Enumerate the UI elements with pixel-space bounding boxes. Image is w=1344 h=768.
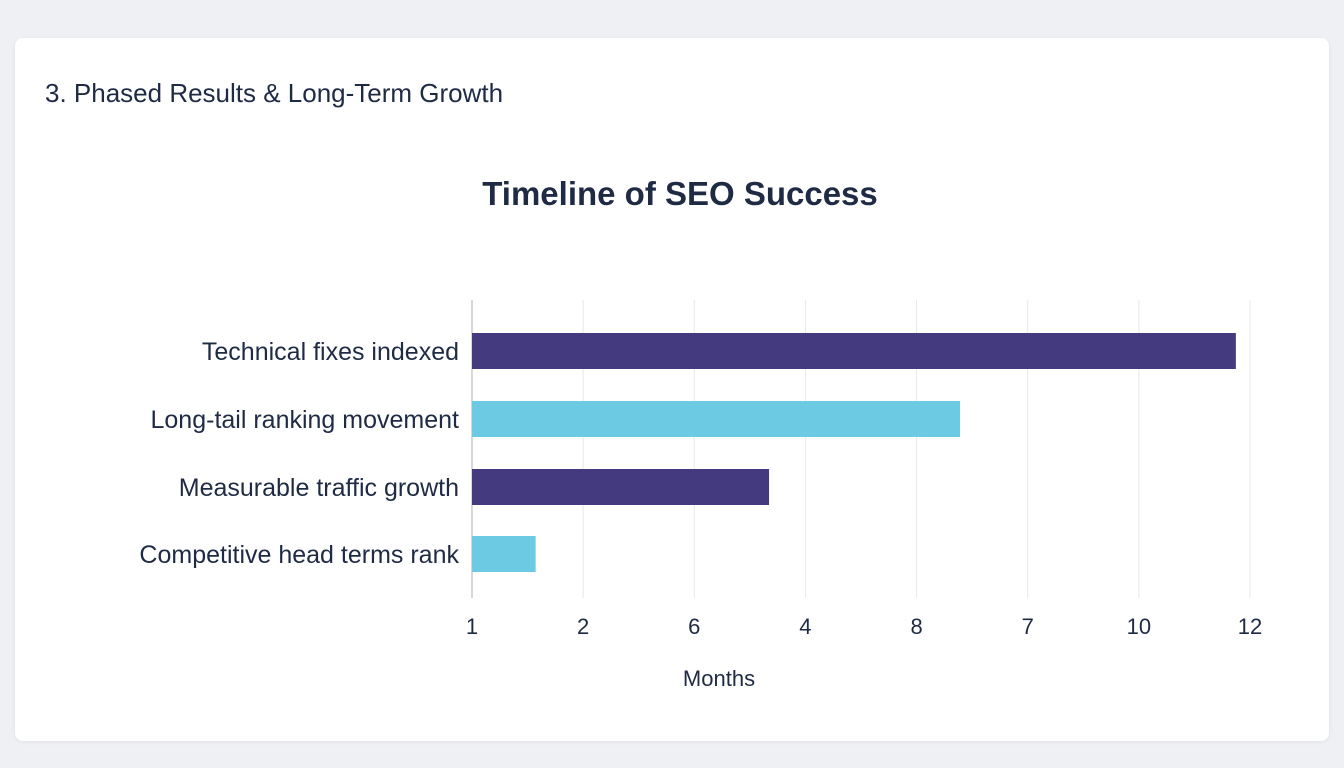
category-labels: Technical fixes indexed Long-tail ranking… bbox=[139, 338, 459, 569]
chart-card: 3. Phased Results & Long-Term Growth bbox=[15, 38, 1329, 741]
x-tick-labels: 1 2 6 4 8 7 10 12 bbox=[466, 614, 1262, 639]
bar bbox=[472, 536, 536, 572]
x-tick-label: 6 bbox=[688, 614, 700, 639]
x-axis-label: Months bbox=[683, 666, 755, 691]
x-tick-label: 8 bbox=[910, 614, 922, 639]
x-tick-label: 4 bbox=[799, 614, 811, 639]
bar bbox=[472, 333, 1236, 369]
bar bbox=[472, 401, 961, 437]
bars bbox=[472, 333, 1236, 572]
x-tick-label: 12 bbox=[1238, 614, 1262, 639]
chart-title: Timeline of SEO Success bbox=[482, 175, 878, 212]
x-tick-label: 1 bbox=[466, 614, 478, 639]
bar bbox=[472, 469, 770, 505]
x-tick-label: 7 bbox=[1022, 614, 1034, 639]
x-tick-label: 2 bbox=[577, 614, 589, 639]
category-label: Measurable traffic growth bbox=[179, 474, 459, 502]
x-tick-label: 10 bbox=[1127, 614, 1151, 639]
category-label: Technical fixes indexed bbox=[202, 338, 459, 366]
category-label: Long-tail ranking movement bbox=[151, 406, 460, 434]
section-title: 3. Phased Results & Long-Term Growth bbox=[45, 78, 504, 108]
category-label: Competitive head terms rank bbox=[139, 541, 459, 569]
